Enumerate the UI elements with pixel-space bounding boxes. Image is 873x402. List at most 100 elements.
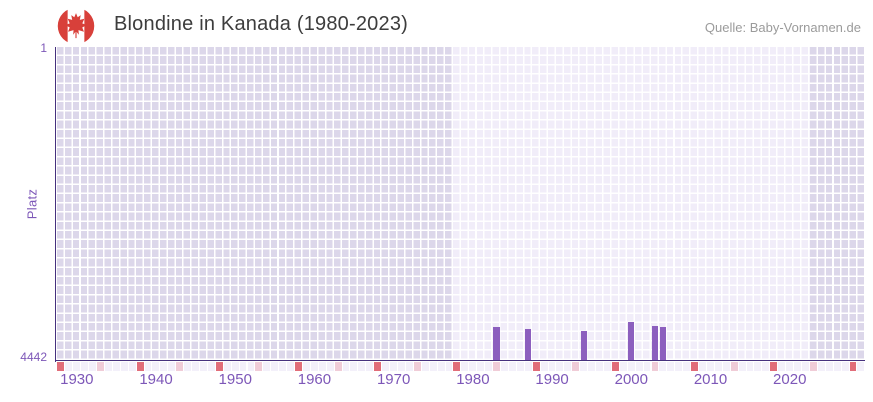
- year-marker-cell: [548, 362, 556, 372]
- year-marker-cell: [691, 362, 699, 372]
- year-marker-cell: [738, 362, 746, 372]
- year-marker-cell: [485, 362, 493, 372]
- year-marker-cell: [580, 362, 588, 372]
- year-marker-cell: [429, 362, 437, 372]
- year-marker-cell: [215, 362, 223, 372]
- year-marker-cell: [184, 362, 192, 372]
- rank-bar-1987[interactable]: [525, 328, 532, 360]
- year-marker-cell: [390, 362, 397, 372]
- year-marker-cell: [358, 362, 366, 372]
- year-marker-cell: [334, 362, 342, 372]
- year-marker-cell: [611, 362, 619, 372]
- year-marker-cell: [532, 362, 540, 372]
- year-marker-cell: [120, 362, 128, 372]
- year-marker-cell: [706, 362, 714, 372]
- rank-bar-2004[interactable]: [659, 326, 667, 360]
- chart-title: Blondine in Kanada (1980-2023): [114, 13, 408, 35]
- rank-bar-2003[interactable]: [651, 325, 659, 360]
- year-marker-cell: [437, 362, 445, 372]
- maple-leaf-icon: [65, 13, 87, 39]
- year-marker-cell: [374, 362, 382, 372]
- year-marker-cell: [651, 362, 659, 372]
- x-axis-tick-label: 1940: [139, 371, 173, 388]
- source-attribution: Quelle: Baby-Vornamen.de: [704, 20, 861, 35]
- plot-area: [57, 47, 865, 360]
- year-marker-cell: [160, 362, 168, 372]
- bottom-marker-row: [57, 362, 865, 372]
- year-marker-cell: [603, 362, 611, 372]
- year-marker-cell: [825, 362, 833, 372]
- year-marker-cell: [89, 362, 96, 372]
- x-axis-tick-label: 2000: [614, 371, 648, 388]
- year-marker-cell: [152, 362, 160, 372]
- year-marker-cell: [699, 362, 706, 372]
- year-marker-cell: [279, 362, 287, 372]
- year-marker-cell: [588, 362, 596, 372]
- year-marker-cell: [302, 362, 310, 372]
- year-marker-cell: [168, 362, 176, 372]
- year-marker-cell: [746, 362, 754, 372]
- year-marker-cell: [176, 362, 184, 372]
- x-axis-tick-label: 1990: [535, 371, 569, 388]
- year-marker-cell: [295, 362, 302, 372]
- year-marker-cell: [508, 362, 516, 372]
- year-marker-cell: [136, 362, 144, 372]
- year-marker-cell: [493, 362, 500, 372]
- y-axis-line: [54, 47, 57, 362]
- year-marker-cell: [730, 362, 738, 372]
- x-axis-tick-label: 2010: [693, 371, 728, 388]
- year-marker-cell: [287, 362, 295, 372]
- year-marker-cell: [310, 362, 318, 372]
- year-marker-cell: [667, 362, 675, 372]
- rank-bar-1983[interactable]: [493, 326, 500, 360]
- year-marker-cell: [255, 362, 263, 372]
- year-marker-cell: [104, 362, 112, 372]
- year-marker-cell: [659, 362, 667, 372]
- rank-bar-2000[interactable]: [628, 321, 635, 360]
- year-marker-cell: [97, 362, 104, 372]
- year-marker-cell: [366, 362, 374, 372]
- year-marker-cell: [754, 362, 762, 372]
- year-marker-cell: [199, 362, 207, 372]
- x-axis-tick-label: 1980: [456, 371, 490, 388]
- x-axis-line: [54, 359, 865, 362]
- year-marker-cell: [405, 362, 413, 372]
- year-marker-cell: [809, 362, 817, 372]
- y-axis-top-label: 1: [40, 41, 47, 55]
- year-marker-cell: [477, 362, 485, 372]
- rank-bar-1994[interactable]: [580, 330, 587, 360]
- year-marker-cell: [57, 362, 65, 372]
- year-marker-cell: [382, 362, 390, 372]
- year-marker-cell: [770, 362, 778, 372]
- year-marker-cell: [247, 362, 255, 372]
- year-marker-cell: [564, 362, 572, 372]
- year-marker-cell: [794, 362, 801, 372]
- year-marker-cell: [572, 362, 580, 372]
- x-axis-tick-label: 1970: [376, 371, 411, 388]
- year-marker-cell: [516, 362, 524, 372]
- year-marker-cell: [128, 362, 136, 372]
- year-marker-cell: [675, 362, 683, 372]
- year-marker-cell: [73, 362, 81, 372]
- year-marker-cell: [271, 362, 279, 372]
- year-marker-cell: [192, 362, 199, 372]
- outside-range-band: [57, 47, 454, 360]
- year-marker-cell: [722, 362, 730, 372]
- year-marker-cell: [453, 362, 461, 372]
- year-marker-cell: [318, 362, 326, 372]
- year-marker-cell: [596, 362, 603, 372]
- x-axis-tick-label: 1930: [60, 371, 94, 388]
- highlight-band: [453, 47, 810, 360]
- year-marker-cell: [857, 362, 865, 372]
- year-marker-cell: [469, 362, 477, 372]
- year-marker-cell: [802, 362, 809, 372]
- year-marker-cell: [833, 362, 841, 372]
- year-marker-cell: [714, 362, 722, 372]
- year-marker-cell: [762, 362, 770, 372]
- year-marker-cell: [112, 362, 120, 372]
- year-marker-cell: [413, 362, 421, 372]
- year-marker-cell: [849, 362, 857, 372]
- outside-range-band: [809, 47, 865, 360]
- year-marker-cell: [144, 362, 152, 372]
